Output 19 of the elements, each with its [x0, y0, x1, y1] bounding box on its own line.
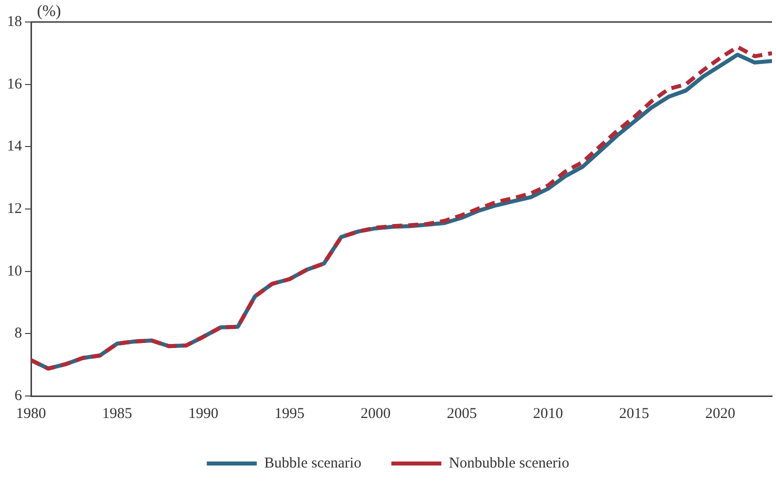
x-tick-label: 2020: [705, 406, 736, 422]
x-tick-label: 1980: [16, 406, 46, 422]
legend-label: Bubble scenario: [264, 455, 362, 472]
x-tick-label: 1995: [274, 406, 304, 422]
y-tick-label: 16: [7, 76, 22, 92]
legend-label: Nonbubble scenerio: [448, 455, 570, 472]
y-tick-label: 6: [14, 388, 22, 404]
x-tick-label: 2005: [446, 406, 477, 422]
y-tick-label: 18: [7, 14, 22, 30]
x-tick-label: 2010: [532, 406, 563, 422]
x-tick-label: 1985: [102, 406, 132, 422]
y-tick-label: 8: [14, 326, 22, 342]
y-tick-label: 14: [7, 138, 22, 155]
y-axis-title: (%): [37, 3, 61, 20]
y-tick-label: 12: [7, 200, 22, 217]
x-tick-label: 2015: [619, 406, 650, 422]
x-tick-label: 1990: [188, 406, 218, 422]
x-tick-label: 2000: [360, 406, 391, 422]
y-tick-label: 10: [7, 263, 22, 280]
